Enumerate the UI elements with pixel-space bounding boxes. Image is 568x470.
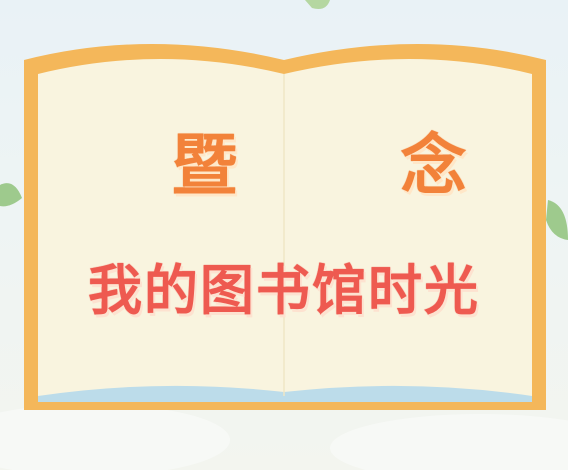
open-book-icon: [24, 44, 546, 410]
leaf-icon: [0, 0, 568, 240]
title-line-1: 暨 念: [171, 127, 537, 204]
title-line-2: 我的图书馆时光: [88, 259, 480, 322]
